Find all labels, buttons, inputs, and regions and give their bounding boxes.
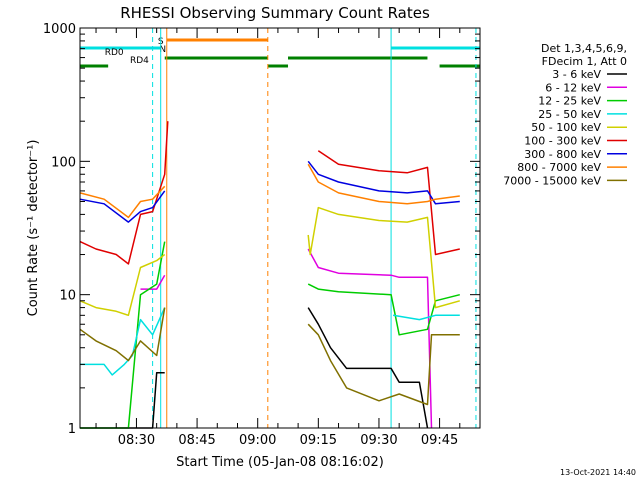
footer-timestamp: 13-Oct-2021 14:40	[560, 468, 636, 477]
x-tick-label: 08:45	[178, 433, 215, 448]
x-tick-label: 08:30	[118, 433, 155, 448]
y-tick-label: 100	[51, 155, 76, 170]
y-tick-label: 1	[68, 422, 76, 437]
legend-entry-label: 100 - 300 keV	[524, 135, 601, 148]
y-axis-label: Count Rate (s⁻¹ detector⁻¹)	[26, 140, 41, 317]
legend-header: Det 1,3,4,5,6,9,	[541, 42, 627, 55]
status-bar-label: RD4	[130, 56, 149, 66]
event-marker-label: N	[159, 45, 166, 55]
series-line-6-12-kev	[140, 248, 433, 429]
legend: Det 1,3,4,5,6,9,FDecim 1, Att 03 - 6 keV…	[503, 42, 627, 187]
status-bars: RD0RD4SN	[80, 37, 480, 68]
legend-entry-label: 25 - 50 keV	[538, 108, 601, 121]
x-tick-label: 09:30	[360, 433, 397, 448]
series-line-7000-15000-kev	[79, 307, 460, 406]
x-tick-label: 09:15	[300, 433, 337, 448]
series-line-800-7000-kev	[79, 163, 460, 219]
legend-entry-label: 6 - 12 keV	[545, 81, 601, 94]
status-bar-label: RD0	[105, 48, 124, 58]
chart-title: RHESSI Observing Summary Count Rates	[120, 4, 430, 22]
event-lines	[152, 28, 477, 428]
series-line-100-300-kev	[79, 121, 460, 265]
legend-entry-label: 300 - 800 keV	[524, 148, 601, 161]
x-tick-label: 09:00	[239, 433, 276, 448]
legend-entry-label: 50 - 100 keV	[531, 121, 601, 134]
y-tick-label: 10	[59, 289, 76, 304]
series-lines	[79, 121, 461, 429]
series-line-300-800-kev	[79, 160, 460, 223]
legend-entry-label: 7000 - 15000 keV	[503, 174, 601, 187]
x-axis-label: Start Time (05-Jan-08 08:16:02)	[176, 455, 384, 470]
series-line-50-100-kev	[79, 206, 461, 317]
y-tick-label: 1000	[43, 22, 76, 37]
legend-entry-label: 12 - 25 keV	[538, 95, 601, 108]
legend-entry-label: 3 - 6 keV	[552, 68, 601, 81]
legend-header: FDecim 1, Att 0	[542, 55, 627, 68]
legend-entry-label: 800 - 7000 keV	[517, 161, 601, 174]
axes: 1 10 100 1000 08:30 08:45 09:00 09:15 09:30 09:45	[43, 22, 481, 448]
plot-frame	[79, 27, 481, 429]
x-tick-label: 09:45	[421, 433, 458, 448]
